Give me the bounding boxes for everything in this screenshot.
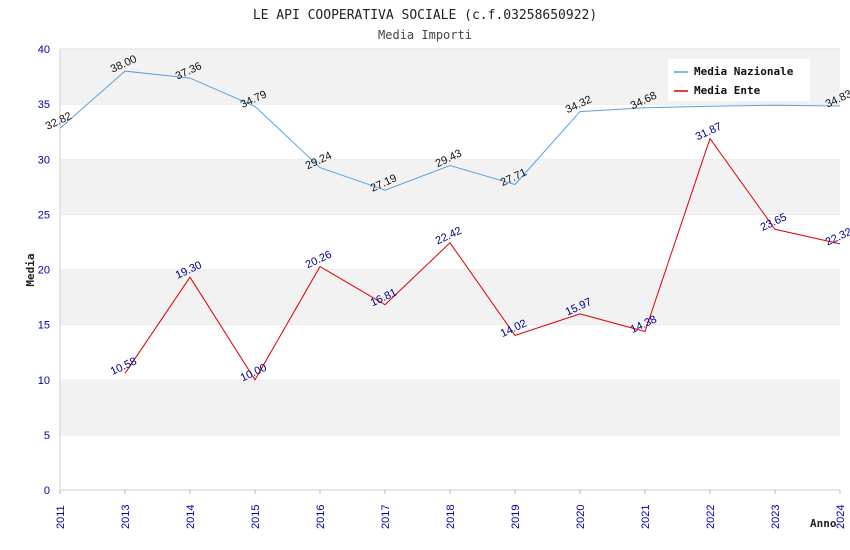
- x-tick-label: 2024: [835, 505, 847, 529]
- grid-band: [60, 269, 840, 325]
- x-tick-labels: 2011 2013 2014 2015 2016 2017 2018 2019 2020 2021…: [55, 505, 847, 529]
- grid-band: [60, 214, 840, 270]
- x-tick-label: 2019: [510, 505, 522, 529]
- y-tick-label: 20: [38, 265, 50, 277]
- x-tick-label: 2023: [770, 505, 782, 529]
- y-tick-label: 40: [38, 44, 50, 56]
- series-line-nazionale: [59, 70, 841, 191]
- y-tick-label: 35: [38, 99, 50, 111]
- y-tick-label: 30: [38, 154, 50, 166]
- chart-subtitle: Media Importi: [378, 28, 472, 42]
- series-lines: [59, 70, 841, 381]
- x-tick-label: 2016: [315, 505, 327, 529]
- y-tick-label: 25: [38, 209, 50, 221]
- legend-label-ente: Media Ente: [694, 84, 761, 97]
- x-tick-label: 2015: [250, 505, 262, 529]
- legend-label-nazionale: Media Nazionale: [694, 65, 794, 78]
- grid-band: [60, 379, 840, 435]
- axes: [59, 49, 841, 494]
- x-tick-label: 2021: [640, 505, 652, 529]
- x-tick-label: 2013: [120, 505, 132, 529]
- grid-band: [60, 159, 840, 215]
- chart-title: LE API COOPERATIVA SOCIALE (c.f.03258650…: [253, 8, 597, 23]
- legend-box: [668, 59, 810, 101]
- x-tick-label: 2020: [575, 505, 587, 529]
- y-tick-label: 0: [44, 485, 50, 497]
- y-axis-label: Media: [24, 253, 37, 286]
- y-tick-label: 10: [38, 375, 50, 387]
- x-tick-label: 2018: [445, 505, 457, 529]
- grid-band: [60, 434, 840, 490]
- y-tick-labels: 0 5 10 15 20 25 30 35 40: [38, 44, 50, 497]
- grid-band: [60, 324, 840, 380]
- x-tick-label: 2014: [185, 505, 197, 529]
- grid-band: [60, 104, 840, 160]
- y-tick-label: 5: [44, 430, 50, 442]
- legend: Media Nazionale Media Ente: [668, 59, 810, 101]
- x-tick-label: 2017: [380, 505, 392, 529]
- y-tick-label: 15: [38, 320, 50, 332]
- x-axis-label: Anno: [810, 517, 837, 530]
- x-tick-label: 2022: [705, 505, 717, 529]
- series-line-ente: [124, 137, 841, 381]
- x-tick-label: 2011: [55, 505, 67, 529]
